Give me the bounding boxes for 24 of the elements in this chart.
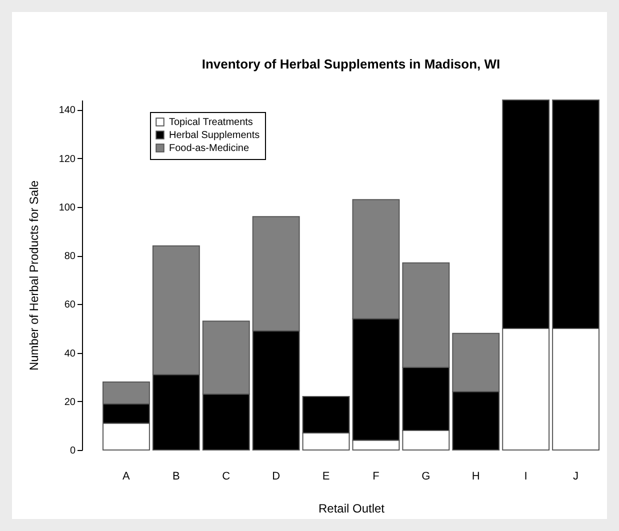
- y-tick-label: 100: [58, 202, 76, 214]
- y-tick-label: 40: [64, 348, 76, 360]
- x-tick-label: E: [322, 470, 330, 482]
- x-tick-label: D: [272, 470, 280, 482]
- y-tick-label: 120: [58, 154, 76, 165]
- x-tick-label: A: [122, 470, 131, 482]
- x-tick-label: F: [372, 470, 380, 482]
- y-tick-label: 80: [64, 251, 76, 262]
- y-tick-label: 20: [64, 396, 76, 408]
- legend-label: Food-as-Medicine: [169, 143, 250, 154]
- legend-label: Topical Treatments: [169, 117, 253, 128]
- x-tick-label: G: [422, 470, 430, 482]
- y-tick-label: 0: [70, 446, 76, 456]
- x-tick-label: I: [524, 470, 528, 482]
- x-axis-title: Retail Outlet: [318, 502, 386, 516]
- chart-title: Inventory of Herbal Supplements in Madison, WI: [202, 56, 500, 72]
- x-tick-label: B: [172, 470, 180, 482]
- legend-label: Herbal Supplements: [169, 130, 260, 141]
- x-tick-label: J: [573, 470, 579, 482]
- y-tick-label: 60: [64, 300, 76, 311]
- x-tick-label: C: [222, 470, 230, 482]
- y-tick-label: 140: [58, 105, 76, 116]
- x-tick-label: H: [472, 470, 480, 482]
- y-axis-title: Number of Herbal Products for Sale: [26, 180, 41, 371]
